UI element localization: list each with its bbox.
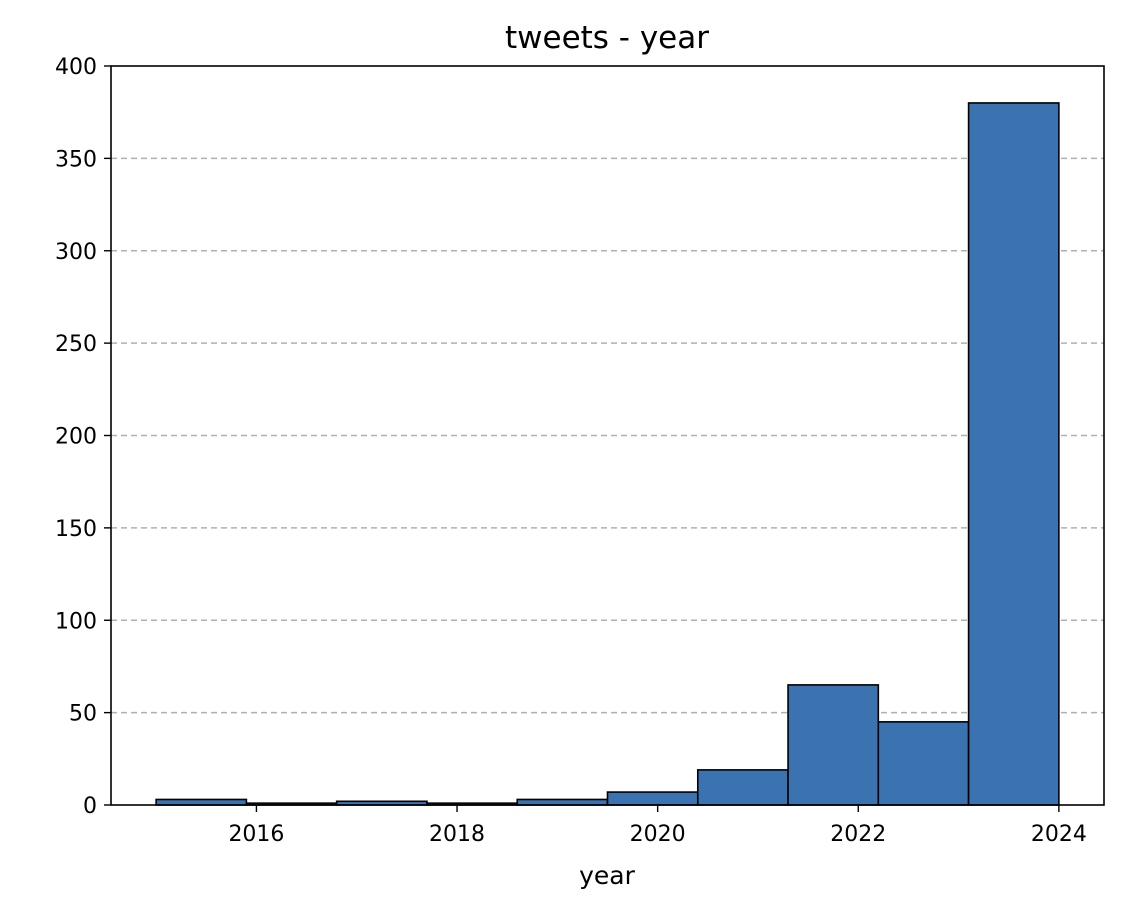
- histogram-bar: [967, 102, 1060, 806]
- histogram-bar: [696, 769, 789, 806]
- x-tick-label: 2020: [630, 822, 686, 847]
- histogram-bar: [787, 684, 880, 806]
- y-tick-label: 350: [55, 147, 97, 172]
- y-tick-label: 50: [69, 702, 97, 727]
- y-tick-label: 150: [55, 517, 97, 542]
- y-tick-label: 200: [55, 425, 97, 450]
- y-tick-label: 300: [55, 240, 97, 265]
- y-tick-label: 0: [83, 794, 97, 819]
- x-tick-label: 2016: [228, 822, 284, 847]
- histogram-bar: [606, 791, 699, 806]
- y-axis: 0 50 100 150 200 250 300 350 400: [55, 55, 111, 819]
- histogram-bar: [877, 721, 970, 806]
- y-tick-label: 100: [55, 609, 97, 634]
- grid-lines: [111, 157, 1104, 714]
- x-tick-label: 2024: [1031, 822, 1087, 847]
- x-axis-label: year: [579, 861, 635, 890]
- y-tick-label: 400: [55, 55, 97, 80]
- histogram-bar: [155, 798, 248, 806]
- chart-title: tweets - year: [505, 20, 709, 56]
- x-tick-label: 2022: [830, 822, 886, 847]
- bars: [155, 102, 1060, 806]
- y-tick-label: 250: [55, 332, 97, 357]
- x-axis: 2016 2018 2020 2022 2024: [228, 805, 1087, 847]
- x-tick-label: 2018: [429, 822, 485, 847]
- histogram-bar: [516, 798, 609, 806]
